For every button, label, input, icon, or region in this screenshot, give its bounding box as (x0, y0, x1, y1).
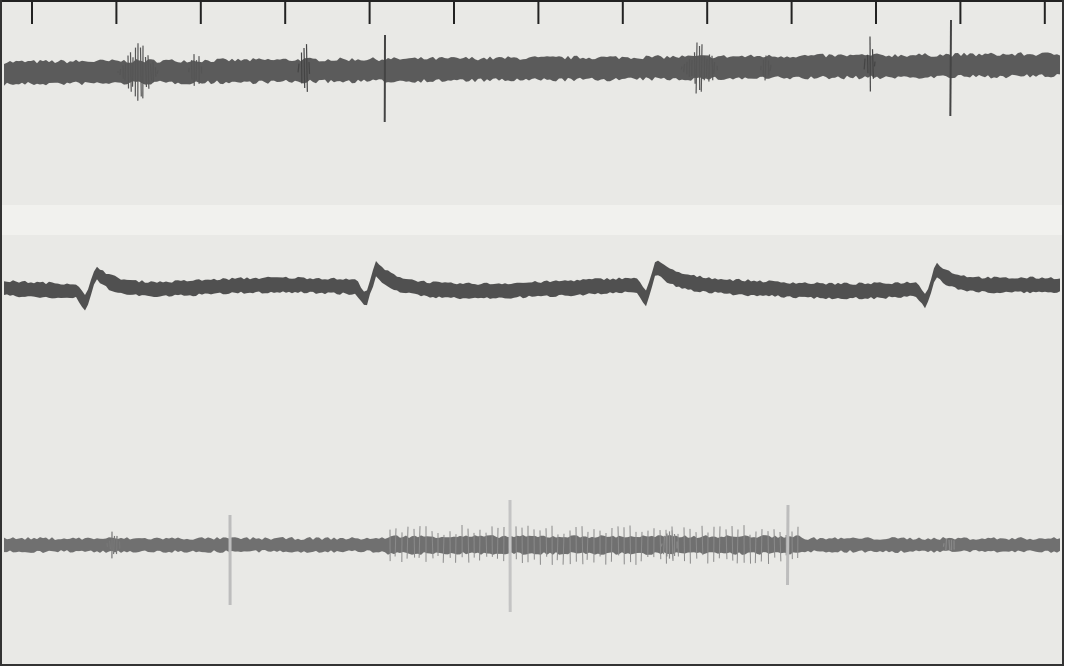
top-spike (709, 54, 710, 81)
bottom-spike (755, 532, 756, 564)
bottom-spike (546, 528, 547, 556)
top-spike (120, 69, 121, 75)
top-spike (309, 62, 310, 74)
top-spike (950, 20, 951, 116)
page: (() => { const data = JSON.parse(documen… (0, 0, 1073, 667)
bottom-spike (946, 539, 947, 551)
bottom-spike (719, 526, 720, 558)
bottom-spike (949, 540, 950, 550)
top-spike (864, 59, 865, 70)
bottom-spike (116, 536, 117, 554)
photo-frame (1, 1, 1063, 665)
bottom-spike (611, 528, 612, 562)
top-spike (141, 48, 142, 97)
bottom-spike (750, 535, 751, 564)
bottom-spike (661, 543, 662, 546)
top-spike (684, 64, 685, 72)
bottom-spike (618, 526, 619, 555)
light-streak (2, 205, 1062, 235)
top-spike (874, 62, 875, 67)
top-spike (714, 62, 715, 74)
top-spike (125, 64, 126, 81)
top-spike (712, 56, 713, 81)
bottom-spike (630, 525, 631, 562)
top-spike (304, 48, 305, 88)
top-spike (681, 67, 682, 70)
top-spike (307, 44, 308, 92)
bottom-spike (684, 527, 685, 561)
top-spike (128, 55, 129, 88)
bottom-spike (768, 531, 769, 564)
top-spike (157, 70, 158, 73)
top-spike (701, 44, 702, 91)
bottom-spike (414, 529, 415, 558)
bottom-spike (497, 528, 498, 559)
oscilloscope-photo (0, 0, 1073, 667)
top-spike (131, 52, 132, 91)
top-spike (695, 52, 696, 83)
bottom-spike (943, 543, 944, 546)
